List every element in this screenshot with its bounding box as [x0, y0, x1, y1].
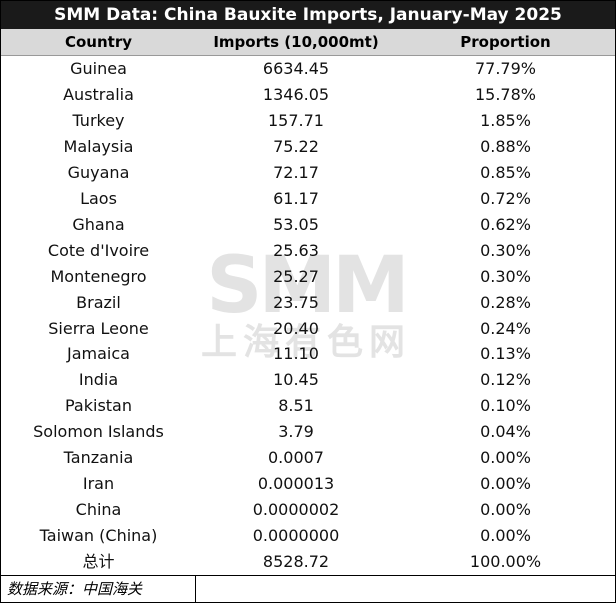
table-cell: 8528.72 [262, 552, 330, 572]
table-cell: 0.13% [480, 344, 531, 364]
table-cell: Pakistan [65, 396, 132, 416]
table-cell: Tanzania [63, 448, 134, 468]
table-cell: Guyana [67, 162, 130, 182]
table-cell: 23.75 [273, 292, 319, 312]
table-cell: 53.05 [273, 214, 319, 234]
table-cell: Cote d'Ivoire [47, 240, 150, 260]
table-cell: 77.79% [474, 59, 536, 78]
table-cell: 157.71 [268, 110, 324, 130]
table-cell: 0.10% [480, 396, 531, 416]
table-cell: 10.45 [273, 370, 319, 390]
table-cell: 0.00% [480, 448, 531, 468]
table-cell: 0.30% [480, 240, 531, 260]
watermark-name: 上海有色网 [200, 322, 411, 363]
footer: 数据来源：中国海关 [1, 575, 615, 603]
table-cell: 0.04% [480, 422, 531, 442]
table-cell: 0.28% [480, 292, 531, 312]
table-cell: 20.40 [273, 318, 319, 338]
table-cell: 0.72% [480, 188, 531, 208]
table-cell: Iran [82, 474, 115, 494]
table-cell: Jamaica [67, 344, 130, 364]
table-cell: 8.51 [278, 396, 314, 416]
table-cell: 0.0007 [268, 448, 324, 468]
table-cell: 0.85% [480, 162, 531, 182]
header-row: Country Imports (10,000mt) Proportion [1, 29, 615, 56]
table-cell: 3.79 [278, 422, 314, 442]
table-cell: 0.62% [480, 214, 531, 234]
table-cell: Australia [63, 84, 134, 104]
table-cell: Montenegro [50, 266, 147, 286]
table-cell: Turkey [72, 110, 125, 130]
table-cell: 1.85% [480, 110, 531, 130]
table-cell: 100.00% [469, 552, 542, 572]
table-body: Guinea 6634.45 77.79% Australia 1346.05 15.78… [1, 56, 615, 575]
table-cell: 25.27 [273, 266, 319, 286]
table-title: SMM Data: China Bauxite Imports, January… [1, 1, 615, 29]
table-cell: 61.17 [273, 188, 319, 208]
table-cell: 25.63 [273, 240, 319, 260]
table-cell: 0.0000000 [252, 526, 340, 546]
table-cell: 0.88% [480, 136, 531, 156]
table-cell: Taiwan (China) [39, 526, 158, 546]
table-cell: 总计 [82, 552, 115, 572]
table-cell: 0.24% [480, 318, 531, 338]
table-cell: Ghana [72, 214, 125, 234]
table-cell: 75.22 [273, 136, 319, 156]
table-cell: 15.78% [474, 84, 536, 104]
source-note: 数据来源：中国海关 [1, 576, 196, 603]
column-header: Country [64, 33, 133, 51]
column-header: Imports (10,000mt) [213, 33, 379, 51]
table-cell: Solomon Islands [33, 422, 164, 442]
table-cell: 0.30% [480, 266, 531, 286]
table-cell: 0.00% [480, 526, 531, 546]
table-cell: 0.00% [480, 474, 531, 494]
table-cell: 1346.05 [262, 84, 330, 104]
table-cell: Sierra Leone [48, 318, 149, 338]
table-cell: 72.17 [273, 162, 319, 182]
table-cell: India [78, 370, 119, 390]
table-cell: 11.10 [273, 344, 319, 364]
column-header: Proportion [460, 33, 551, 51]
table-cell: Guinea [70, 59, 127, 78]
table-cell: 0.12% [480, 370, 531, 390]
table-cell: Brazil [76, 292, 121, 312]
table-cell: Laos [80, 188, 117, 208]
table-cell: 0.0000002 [252, 500, 340, 520]
table-cell: 0.000013 [257, 474, 335, 494]
table-cell: Malaysia [63, 136, 134, 156]
watermark-logo: SMM [206, 241, 409, 331]
table-cell: 6634.45 [262, 59, 330, 78]
table-cell: 0.00% [480, 500, 531, 520]
table-cell: China [75, 500, 122, 520]
